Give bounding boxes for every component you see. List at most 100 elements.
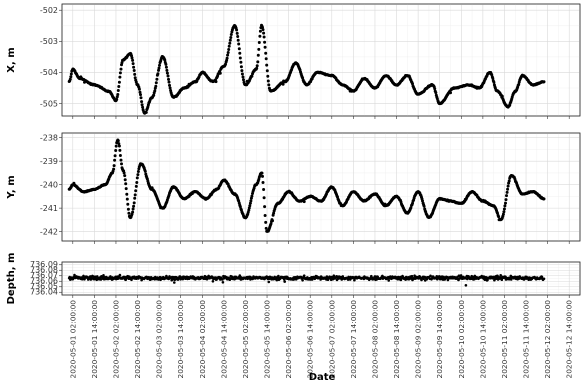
x-tick-label: 2020-05-07 14:00:00 [349, 300, 358, 379]
data-point [266, 74, 270, 78]
data-point [409, 206, 413, 210]
data-point [240, 69, 244, 73]
data-point [262, 31, 266, 35]
x-tick-label: 2020-05-01 02:00:00 [68, 300, 77, 379]
data-point [500, 94, 504, 98]
data-point [247, 208, 251, 212]
data-point [132, 201, 136, 205]
y-tick-label: -241 [40, 204, 58, 213]
data-point [241, 75, 245, 79]
data-point [373, 275, 377, 278]
data-point [429, 274, 432, 278]
y-tick-label: -504 [40, 68, 58, 77]
data-point [255, 64, 259, 68]
data-point [235, 31, 239, 35]
data-point [134, 189, 138, 193]
data-point [258, 29, 262, 33]
data-point [114, 149, 118, 152]
data-point [117, 142, 121, 146]
data-point [132, 69, 136, 72]
data-point [410, 274, 414, 278]
data-point [434, 91, 438, 95]
data-point [504, 201, 507, 205]
data-point [449, 91, 452, 95]
data-point [82, 274, 85, 278]
y-tick-label: 736.04 [30, 288, 58, 297]
data-point [132, 65, 136, 69]
data-point [275, 278, 279, 282]
data-point [131, 207, 135, 211]
data-point [135, 181, 139, 184]
data-point [464, 284, 468, 287]
data-point [283, 280, 287, 283]
data-point [165, 68, 169, 72]
data-point [133, 193, 137, 197]
data-point [122, 171, 126, 175]
data-point [482, 275, 486, 278]
data-point [116, 93, 120, 96]
data-point [504, 198, 508, 202]
x-tick-label: 2020-05-12 14:00:00 [565, 300, 574, 379]
data-point [221, 281, 225, 284]
data-point [126, 202, 130, 206]
x-tick-label: 2020-05-08 02:00:00 [370, 300, 379, 379]
x-tick-label: 2020-05-04 14:00:00 [219, 300, 228, 379]
data-point [492, 80, 496, 84]
data-point [227, 48, 231, 51]
data-point [227, 44, 231, 48]
data-point [131, 62, 135, 66]
x-tick-label: 2020-05-01 14:00:00 [90, 300, 99, 379]
data-point [332, 274, 336, 278]
data-point [125, 197, 129, 201]
data-point [141, 105, 145, 109]
data-point [277, 274, 280, 278]
data-point [242, 78, 245, 82]
data-point [235, 28, 239, 32]
y-tick-label: -503 [40, 37, 58, 46]
y-tick-label: 736.07 [30, 271, 58, 280]
y-axis-title: Y, m [6, 175, 17, 199]
data-point [120, 162, 123, 166]
chart-panels: -505 -504 -503 -502 X, m -242 -241 -240 -239 -238… [6, 3, 581, 304]
data-point [262, 35, 266, 39]
data-point [221, 278, 224, 281]
data-point [506, 184, 510, 188]
data-point [263, 214, 267, 217]
data-point [238, 56, 242, 60]
data-point [69, 72, 73, 76]
data-point [118, 273, 122, 277]
data-point [167, 80, 171, 84]
x-tick-label: 2020-05-04 02:00:00 [198, 300, 207, 379]
x-tick-label: 2020-05-10 14:00:00 [478, 300, 487, 379]
data-point [164, 65, 168, 69]
data-point [422, 204, 426, 208]
data-point [261, 28, 265, 32]
data-point [507, 179, 511, 183]
x-tick-label: 2020-05-07 02:00:00 [327, 300, 336, 379]
data-point [125, 192, 129, 196]
x-tick-label: 2020-05-06 14:00:00 [306, 300, 315, 379]
data-point [136, 170, 140, 173]
data-point [262, 196, 266, 200]
data-point [248, 201, 252, 205]
data-point [387, 279, 391, 282]
x-tick-label: 2020-05-05 02:00:00 [241, 300, 250, 379]
x-tick-label: 2020-05-11 02:00:00 [500, 300, 509, 379]
data-point [226, 53, 230, 57]
data-point [124, 182, 128, 186]
data-point [239, 60, 243, 64]
data-point [226, 51, 230, 54]
data-point [225, 56, 229, 60]
data-point [229, 33, 233, 36]
x-tick-label: 2020-05-02 14:00:00 [133, 300, 142, 379]
data-point [132, 204, 136, 208]
y-tick-label: 736.08 [30, 266, 58, 275]
data-points [67, 23, 546, 115]
data-point [236, 38, 240, 42]
data-point [265, 69, 269, 73]
y-tick-label: -242 [40, 227, 58, 236]
data-point [302, 274, 306, 278]
data-point [118, 148, 122, 152]
data-point [239, 65, 243, 69]
data-point [240, 72, 244, 76]
